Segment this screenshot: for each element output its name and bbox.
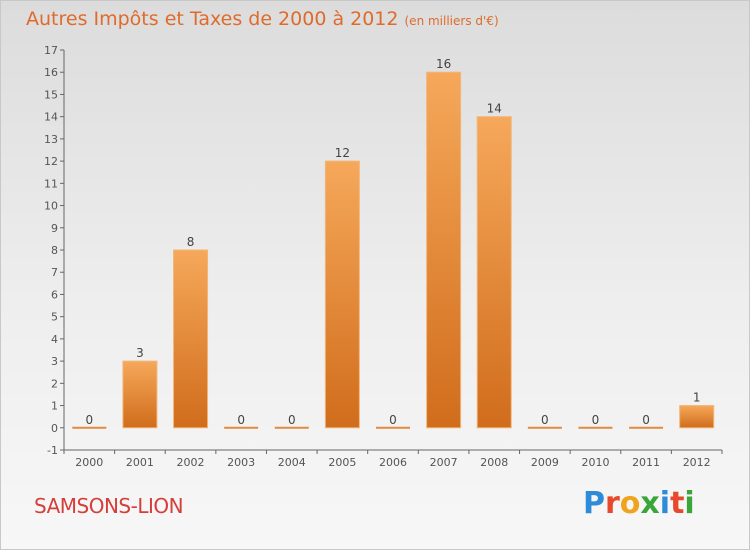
x-tick-label: 2006 [379, 456, 407, 469]
logo-letter: i [659, 486, 671, 521]
proxiti-logo[interactable]: Proxiti [583, 486, 695, 521]
logo-letter: x [640, 486, 660, 521]
y-tick-label: 11 [44, 177, 58, 190]
x-tick-label: 2012 [683, 456, 711, 469]
x-tick-label: 2009 [531, 456, 559, 469]
x-tick-label: 2007 [430, 456, 458, 469]
data-label-2008: 14 [487, 102, 502, 116]
commune-name: SAMSONS-LION [34, 494, 184, 518]
y-tick-label: 3 [51, 355, 58, 368]
logo-letter: P [583, 486, 605, 521]
y-tick-label: 9 [51, 222, 58, 235]
data-label-2007: 16 [436, 57, 451, 71]
data-label-2000: 0 [85, 413, 93, 427]
y-tick-label: 16 [44, 66, 58, 79]
bar-2007 [426, 71, 462, 429]
data-label-2001: 3 [136, 346, 144, 360]
logo-letter: r [605, 486, 620, 521]
data-label-2003: 0 [237, 413, 245, 427]
y-tick-label: 13 [44, 133, 58, 146]
y-tick-label: 14 [44, 111, 58, 124]
bar-2008 [476, 116, 512, 429]
x-tick-label: 2011 [632, 456, 660, 469]
chart-title-text: Autres Impôts et Taxes de 2000 à 2012 [26, 8, 399, 30]
y-tick-label: 5 [51, 311, 58, 324]
y-tick-label: 0 [51, 422, 58, 435]
x-tick-label: 2003 [227, 456, 255, 469]
y-tick-label: 7 [51, 266, 58, 279]
bar-2012 [679, 405, 715, 429]
y-tick-label: 15 [44, 88, 58, 101]
data-label-2005: 12 [335, 146, 350, 160]
data-label-2004: 0 [288, 413, 296, 427]
data-label-2009: 0 [541, 413, 549, 427]
y-tick-label: 8 [51, 244, 58, 257]
bar-2005 [324, 160, 360, 429]
logo-letter: i [684, 486, 695, 521]
logo-letter: o [619, 486, 641, 521]
data-label-2010: 0 [592, 413, 600, 427]
bar-2001 [122, 360, 158, 429]
x-tick-label: 2002 [177, 456, 205, 469]
data-label-2006: 0 [389, 413, 397, 427]
x-tick-label: 2001 [126, 456, 154, 469]
y-tick-label: 6 [51, 288, 58, 301]
x-tick-label: 2005 [328, 456, 356, 469]
y-tick-label: 17 [44, 44, 58, 57]
y-tick-label: 2 [51, 377, 58, 390]
chart-subtitle: (en milliers d'€) [404, 14, 499, 28]
y-tick-label: 1 [51, 400, 58, 413]
chart-title: Autres Impôts et Taxes de 2000 à 2012 (en… [26, 8, 499, 30]
data-label-2012: 1 [693, 391, 701, 405]
logo-letter: t [670, 486, 685, 521]
x-tick-label: 2010 [581, 456, 609, 469]
y-tick-label: 12 [44, 155, 58, 168]
y-tick-label: -1 [47, 444, 58, 457]
bar-2002 [173, 249, 209, 429]
y-tick-label: 10 [44, 200, 58, 213]
y-tick-label: 4 [51, 333, 58, 346]
x-tick-label: 2000 [75, 456, 103, 469]
x-tick-label: 2008 [480, 456, 508, 469]
x-tick-label: 2004 [278, 456, 306, 469]
data-label-2011: 0 [642, 413, 650, 427]
data-label-2002: 8 [187, 235, 195, 249]
